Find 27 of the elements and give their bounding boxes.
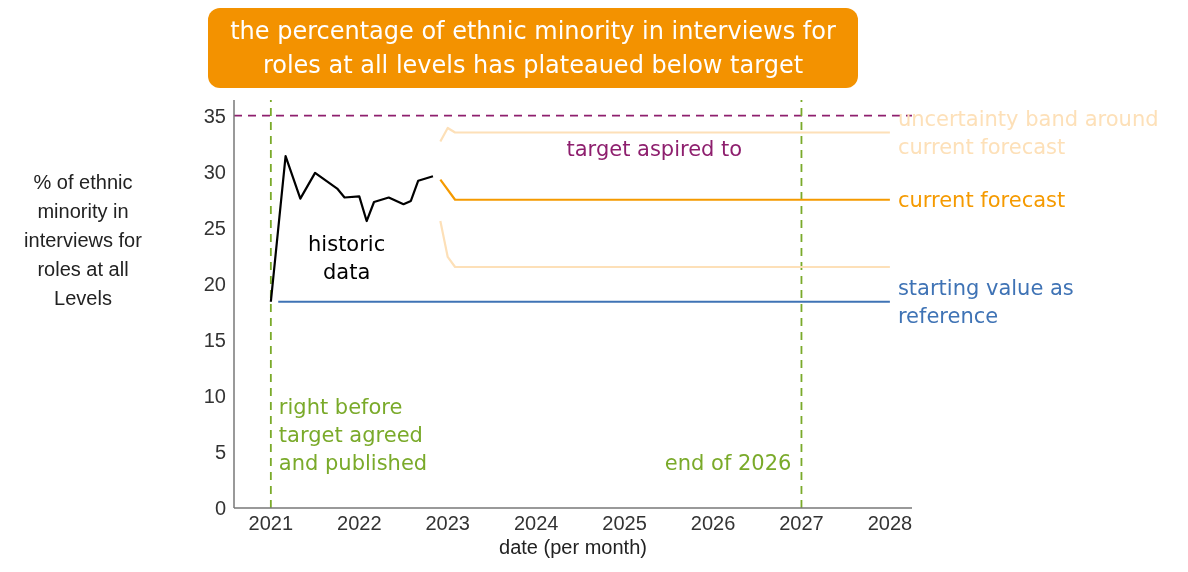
x-tick-label: 2024 bbox=[513, 512, 559, 535]
series-label: historic data bbox=[308, 232, 386, 285]
y-axis-title: % of ethnic minority in interviews for roles at all Levels bbox=[23, 170, 143, 311]
y-tick-label: 10 bbox=[203, 385, 226, 408]
ref-line-label: target aspired to bbox=[566, 136, 743, 161]
x-tick-label: 2022 bbox=[337, 512, 382, 535]
line-series bbox=[269, 154, 435, 303]
series-label: current forecast bbox=[897, 187, 1066, 212]
y-tick-label: 0 bbox=[214, 497, 226, 520]
y-tick-label: 35 bbox=[203, 104, 226, 127]
y-tick-label: 20 bbox=[203, 272, 226, 295]
x-tick-label: 2028 bbox=[867, 512, 913, 535]
x-tick-label: 2027 bbox=[779, 512, 824, 535]
x-tick-label: 2021 bbox=[248, 512, 294, 535]
series-label: starting value as reference bbox=[897, 275, 1074, 328]
y-tick-label: 30 bbox=[203, 160, 226, 183]
chart-title: the percentage of ethnic minority in interviews for roles at all levels has plateaued below target bbox=[208, 8, 858, 88]
x-tick-label: 2025 bbox=[602, 512, 647, 535]
x-tick-label: 2023 bbox=[425, 512, 470, 535]
x-axis-title: date (per month) bbox=[498, 536, 648, 559]
ref-line-label: right before target agreed and published bbox=[278, 395, 428, 475]
ref-line-label: end of 2026 bbox=[664, 451, 792, 475]
y-tick-label: 15 bbox=[203, 328, 226, 351]
y-tick-label: 25 bbox=[203, 216, 226, 239]
series-label: uncertainty band around current forecast bbox=[897, 106, 1159, 159]
y-tick-label: 5 bbox=[214, 441, 226, 464]
x-tick-label: 2026 bbox=[690, 512, 736, 535]
